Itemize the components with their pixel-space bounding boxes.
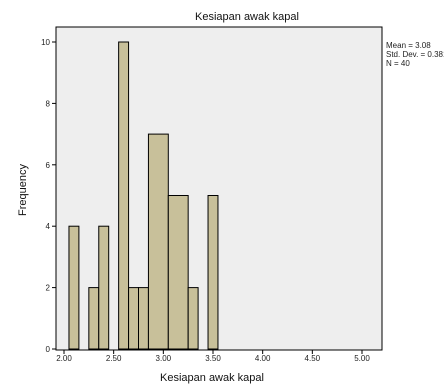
x-axis-title: Kesiapan awak kapal bbox=[160, 372, 264, 384]
stat-line: Mean = 3.08 bbox=[386, 41, 431, 50]
y-tick-label: 6 bbox=[46, 161, 51, 170]
histogram-bar bbox=[128, 287, 139, 350]
y-axis-ticks: 0 2 4 6 8 10 bbox=[41, 38, 56, 354]
y-tick-label: 2 bbox=[46, 284, 51, 293]
histogram-bar bbox=[207, 195, 219, 350]
histogram-bar bbox=[138, 287, 149, 350]
y-axis-title: Frequency bbox=[17, 164, 29, 216]
histogram-bar bbox=[147, 133, 169, 350]
histogram-bar bbox=[118, 41, 130, 350]
histogram-bar bbox=[88, 287, 100, 350]
stat-line: Std. Dev. = 0.381 bbox=[386, 50, 444, 59]
y-tick-label: 10 bbox=[41, 38, 50, 47]
histogram-bar bbox=[68, 225, 80, 350]
bars-group bbox=[68, 41, 219, 350]
x-axis-ticks: 2.00 2.50 3.00 3.50 4.00 4.50 5.00 bbox=[56, 350, 370, 363]
y-tick-label: 8 bbox=[46, 99, 51, 108]
histogram-bar bbox=[98, 225, 110, 350]
histogram-bar bbox=[187, 287, 199, 350]
y-tick-label: 4 bbox=[46, 222, 51, 231]
x-tick-label: 2.50 bbox=[106, 354, 122, 363]
x-tick-label: 5.00 bbox=[354, 354, 370, 363]
x-tick-label: 4.50 bbox=[305, 354, 321, 363]
chart-title: Kesiapan awak kapal bbox=[195, 11, 299, 23]
x-tick-label: 2.00 bbox=[56, 354, 72, 363]
plot-area bbox=[55, 26, 383, 351]
x-tick-label: 4.00 bbox=[255, 354, 271, 363]
histogram-bar bbox=[167, 195, 189, 350]
y-tick-label: 0 bbox=[46, 345, 51, 354]
stat-line: N = 40 bbox=[386, 59, 410, 68]
x-tick-label: 3.00 bbox=[156, 354, 172, 363]
x-tick-label: 3.50 bbox=[205, 354, 221, 363]
